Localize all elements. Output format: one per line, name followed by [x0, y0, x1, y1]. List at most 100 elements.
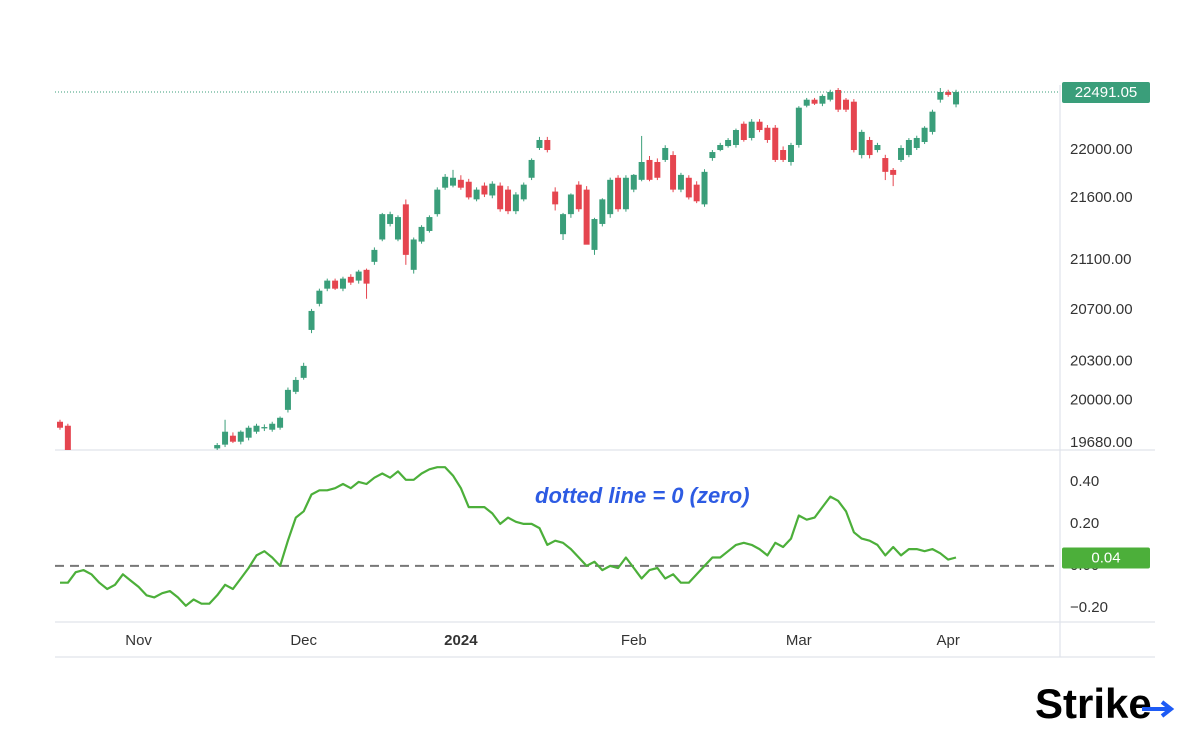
candle-body — [850, 101, 857, 151]
candle-body — [638, 161, 645, 180]
candle-body — [191, 459, 197, 467]
y-tick-label: 22000.00 — [1070, 141, 1133, 158]
candle-body — [229, 435, 236, 442]
candle-body — [945, 91, 952, 95]
candle-body — [827, 91, 834, 100]
candle-body — [615, 177, 622, 210]
candle-body — [921, 127, 928, 143]
indicator-line — [60, 466, 957, 607]
candle-body — [536, 139, 543, 148]
candle-body — [811, 99, 818, 104]
candle-body — [898, 147, 905, 160]
candle-body — [835, 89, 842, 110]
candle-body — [277, 417, 284, 428]
candle-body — [567, 194, 574, 215]
annotation: dotted line = 0 (zero) — [535, 483, 750, 508]
candle-body — [457, 179, 464, 188]
candle-body — [552, 191, 559, 205]
candle-body — [489, 183, 496, 196]
candle-body — [434, 189, 441, 215]
overlay: 19680.00 20000.00 20300.00 20700.00 21100.00… — [55, 81, 1150, 649]
candle-body — [780, 150, 787, 160]
candle-body — [245, 427, 252, 438]
candle-body — [81, 474, 87, 492]
logo-arrow — [1142, 700, 1175, 718]
price-badge — [1062, 81, 1150, 103]
candle-body — [159, 475, 165, 480]
candle-body — [316, 290, 323, 304]
candle-body — [96, 504, 102, 511]
candle-body — [819, 95, 826, 104]
candle-body — [481, 185, 488, 195]
candle-body — [953, 91, 960, 105]
x-tick-label: Nov — [125, 632, 152, 649]
candle-body — [677, 174, 684, 190]
candle-body — [905, 139, 912, 156]
candle-body — [339, 278, 346, 289]
candle-body — [505, 189, 512, 212]
candle-body — [748, 121, 755, 138]
candle-body — [237, 431, 244, 442]
candle-body — [324, 280, 331, 289]
candle-body — [253, 425, 260, 432]
y-tick-label: 20300.00 — [1070, 352, 1133, 369]
candle-body — [803, 99, 810, 106]
candle-body — [363, 269, 370, 284]
candle-body — [937, 91, 944, 100]
candle-body — [269, 423, 276, 430]
candle-body — [717, 144, 724, 151]
candle-body — [520, 184, 527, 200]
y-tick-label: −0.20 — [1070, 599, 1108, 616]
candle-body — [410, 239, 417, 270]
candle-body — [858, 131, 865, 156]
candle-body — [402, 204, 409, 255]
candle-body — [670, 155, 677, 190]
candle-body — [740, 123, 747, 140]
candle-body — [284, 389, 291, 410]
candle-body — [128, 481, 134, 492]
candle-body — [222, 431, 229, 445]
candle-body — [300, 365, 307, 378]
candle-body — [371, 249, 378, 262]
candle-body — [528, 159, 535, 178]
candle-body — [685, 177, 692, 198]
y-tick-label: 20700.00 — [1070, 301, 1133, 318]
candle-body — [654, 161, 661, 178]
y-tick-label: 21600.00 — [1070, 189, 1133, 206]
candle-body — [756, 121, 763, 131]
candle-body — [450, 177, 456, 186]
candle-body — [120, 481, 126, 491]
candle-body — [379, 214, 386, 240]
candle-body — [701, 171, 708, 205]
x-tick-label: Dec — [290, 632, 317, 649]
y-tick-label: 0.40 — [1070, 473, 1099, 490]
candle-body — [198, 459, 204, 462]
candle-body — [630, 174, 637, 190]
candle-body — [843, 99, 849, 110]
candle-body — [725, 139, 732, 147]
candle-body — [866, 139, 873, 156]
candle-body — [607, 179, 614, 215]
candle-body — [104, 497, 110, 504]
candle-body — [88, 492, 94, 511]
candle-body — [890, 169, 897, 175]
candle-body — [646, 159, 653, 180]
price-badge-label: 0.04 — [1091, 549, 1120, 566]
candle-body — [764, 127, 771, 140]
candle-body — [599, 199, 606, 224]
candle-body — [442, 176, 449, 188]
candle-body — [426, 217, 433, 231]
candle-body — [575, 184, 582, 210]
candle-body — [332, 280, 339, 289]
candle-body — [772, 127, 779, 160]
candle-body — [261, 427, 268, 429]
candle-body — [882, 158, 889, 172]
candle-body — [175, 475, 181, 476]
candle-body — [183, 467, 189, 476]
price-badge — [1062, 547, 1150, 569]
candle-body — [292, 379, 299, 392]
candle-body — [73, 459, 79, 474]
x-tick-label: Feb — [621, 632, 647, 649]
price-pane — [57, 88, 960, 511]
